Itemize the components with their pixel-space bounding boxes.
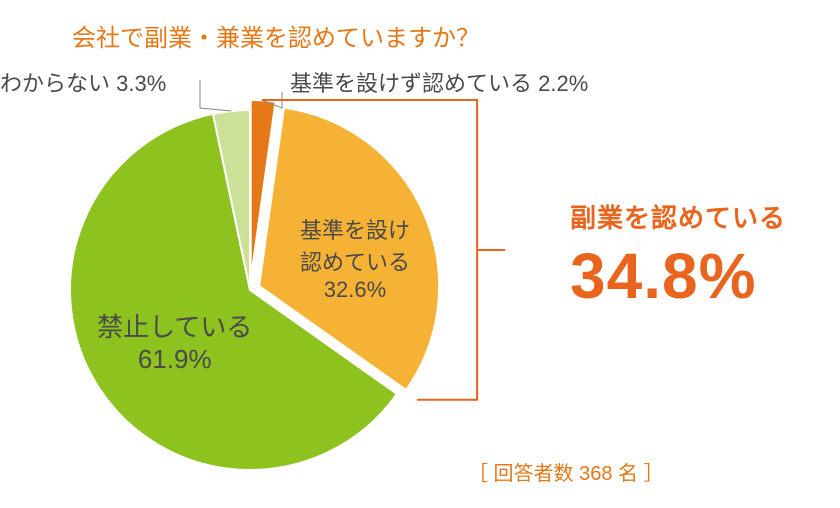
group-callout: 副業を認めている 34.8% (570, 198, 786, 313)
slice-label-unknown: わからない 3.3% (0, 66, 166, 98)
slice-label-allow-no-criteria: 基準を設けず認めている 2.2% (290, 66, 588, 98)
group-callout-pct: 34.8% (570, 239, 786, 313)
group-callout-name: 副業を認めている (570, 198, 786, 235)
chart-title: 会社で副業・兼業を認めていますか？ (72, 18, 480, 53)
respondent-count: ［ 回答者数 368 名 ］ (468, 457, 664, 486)
pie-chart: 基準を設け認めている 32.6% 禁止している 61.9% (60, 100, 440, 480)
